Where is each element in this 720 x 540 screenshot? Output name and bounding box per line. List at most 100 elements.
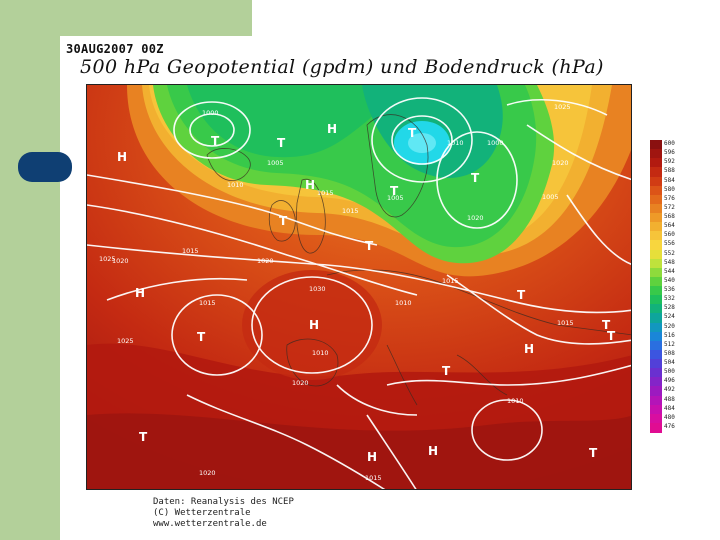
isobar-label: 1015	[442, 277, 459, 285]
legend-color-swatch	[650, 158, 662, 168]
isobar-label: 1005	[542, 193, 559, 201]
legend-label: 508	[664, 349, 675, 357]
pressure-center-symbol: T	[390, 184, 399, 198]
legend-label: 492	[664, 386, 675, 394]
legend-color-swatch	[650, 404, 662, 415]
legend-label: 584	[664, 176, 675, 184]
pressure-center-symbol: H	[524, 342, 534, 356]
legend-color-swatch	[650, 368, 662, 378]
slide-tab-pill[interactable]	[18, 152, 72, 182]
isobar-label: 1025	[554, 103, 571, 111]
legend-label: 496	[664, 377, 675, 385]
legend-color-swatch	[650, 194, 662, 205]
isobar-label: 1005	[267, 159, 284, 167]
isobar-label: 1020	[199, 469, 216, 477]
legend-color-swatch	[650, 313, 662, 323]
credit-line: www.wetterzentrale.de	[153, 519, 267, 529]
isobar-label: 1020	[467, 214, 484, 222]
isobar	[471, 399, 543, 461]
legend-color-swatch	[650, 377, 662, 387]
isobar-label: 1010	[395, 299, 412, 307]
legend-label: 552	[664, 249, 675, 257]
legend-label: 548	[664, 258, 675, 266]
legend-label: 504	[664, 359, 675, 366]
isobar-label: 1025	[117, 337, 134, 345]
isobar-label: 1030	[309, 285, 326, 293]
pressure-center-symbol: T	[408, 126, 417, 140]
legend-color-swatch	[650, 249, 662, 260]
legend-color-swatch	[650, 413, 662, 424]
coast-britain	[296, 178, 326, 254]
isobar	[386, 364, 631, 386]
legend-label: 580	[664, 185, 675, 193]
slide-top-panel	[60, 0, 252, 36]
legend-color-swatch	[650, 422, 662, 433]
legend-label: 488	[664, 395, 675, 403]
legend-color-swatch	[650, 304, 662, 314]
coast-ireland	[268, 200, 296, 242]
legend-color-swatch	[650, 276, 662, 287]
legend-label: 588	[664, 167, 675, 175]
legend-label: 540	[664, 276, 675, 284]
legend-color-swatch	[650, 295, 662, 305]
pressure-center-symbol: T	[365, 239, 374, 253]
coast-iceland	[206, 148, 251, 182]
isobar-label: 1000	[487, 139, 504, 147]
data-credit: Daten: Reanalysis des NCEP (C) Wetterzen…	[153, 497, 294, 530]
legend-label: 500	[664, 368, 675, 376]
isobar	[87, 244, 631, 314]
isobar-label: 1020	[552, 159, 569, 167]
legend-label: 576	[664, 194, 675, 202]
pressure-center-symbol: H	[428, 444, 438, 458]
isobar	[566, 194, 631, 265]
legend-color-swatch	[650, 286, 662, 296]
legend-label: 484	[664, 404, 675, 412]
isobar-label: 1015	[365, 474, 382, 482]
pressure-center-symbol: H	[327, 122, 337, 136]
legend-color-swatch	[650, 213, 662, 223]
isobar-label: 1015	[317, 189, 334, 197]
legend-label: 544	[664, 267, 675, 275]
pressure-center-symbol: T	[589, 446, 598, 460]
isobars	[87, 97, 631, 489]
isobar-label: 1010	[227, 181, 244, 189]
ridge-deep	[87, 413, 631, 489]
isobar-label: 1015	[199, 299, 216, 307]
isobar-label: 1015	[557, 319, 574, 327]
coast-scandinavia	[366, 114, 429, 218]
isobar	[506, 99, 608, 116]
pressure-center-symbol: T	[279, 214, 288, 228]
legend-color-swatch	[650, 240, 662, 250]
coast-balkan	[456, 354, 508, 396]
legend-color-swatch	[650, 267, 662, 278]
legend-label: 516	[664, 331, 675, 339]
color-legend-bar	[650, 140, 662, 433]
isobar	[251, 276, 373, 374]
legend-label: 528	[664, 304, 675, 312]
map-title: 500 hPa Geopotential (gpdm) und Bodendru…	[80, 56, 604, 78]
isobar	[436, 131, 518, 229]
legend-color-swatch	[650, 176, 662, 187]
map-date-label: 30AUG2007 00Z	[66, 42, 164, 56]
slide-side-panel	[0, 0, 60, 540]
legend-label: 520	[664, 322, 675, 330]
trough-north-core	[187, 85, 387, 158]
isobar	[106, 277, 248, 301]
legend-color-swatch	[650, 203, 662, 214]
legend-label: 512	[664, 340, 675, 348]
pressure-center-symbol: H	[135, 286, 145, 300]
isobar	[87, 174, 378, 246]
isobar	[391, 115, 453, 165]
credit-line: Daten: Reanalysis des NCEP	[153, 497, 294, 507]
weather-map: H H H H H H H H T T T T T T T T T T T T …	[86, 84, 632, 490]
legend-color-swatch	[650, 359, 662, 369]
legend-color-swatch	[650, 349, 662, 360]
isobar-label: 1000	[202, 109, 219, 117]
legend-color-swatch	[650, 386, 662, 396]
legend-label: 592	[664, 158, 675, 166]
pressure-center-symbol: T	[607, 329, 616, 343]
isobar	[171, 294, 263, 376]
legend-color-swatch	[650, 167, 662, 177]
legend-color-swatch	[650, 149, 662, 159]
cutoff-low-center	[408, 133, 436, 153]
